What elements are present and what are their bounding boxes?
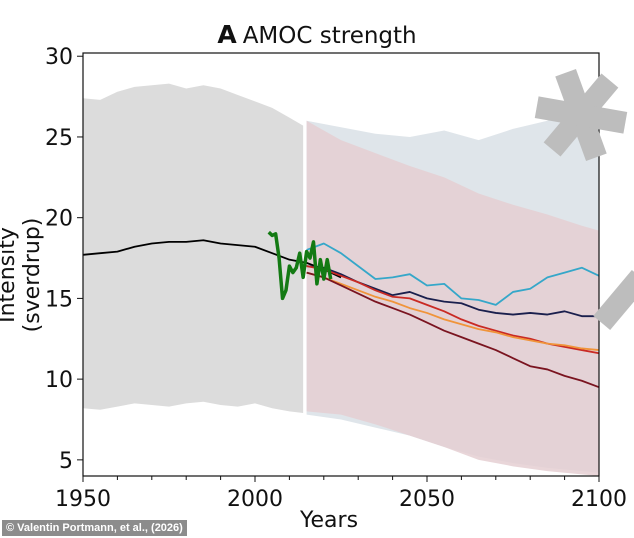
y-tick-label: 25 — [45, 126, 73, 151]
y-tick-label: 30 — [45, 45, 73, 70]
x-tick-label: 1950 — [55, 487, 111, 512]
plot-frame — [82, 52, 600, 477]
y-tick-label: 15 — [45, 287, 73, 312]
x-axis-label: Years — [300, 508, 359, 533]
watermark-asterisk — [534, 68, 634, 331]
y-tick-label: 20 — [45, 207, 73, 232]
uncertainty-bands — [83, 83, 599, 477]
series-lines — [82, 230, 600, 389]
x-tick-label: 2100 — [571, 487, 627, 512]
image-credit: © Valentin Portmann, et al., (2026) — [2, 520, 187, 536]
panel-letter: A — [217, 20, 237, 49]
series-line-5 — [306, 271, 600, 389]
title-text: AMOC strength — [242, 23, 417, 49]
uncertainty-band-2 — [306, 120, 599, 477]
series-line-1 — [306, 242, 600, 306]
chart-title: A AMOC strength — [0, 20, 634, 49]
uncertainty-band-0 — [83, 83, 304, 414]
y-tick-label: 5 — [59, 449, 73, 474]
x-tick-label: 2000 — [227, 487, 283, 512]
series-line-4 — [306, 271, 600, 351]
y-axis-label: Intensity (sverdrup) — [0, 217, 45, 333]
axis-ticks: 1950 2000 2050 2100 5 10 15 20 25 30 — [45, 45, 627, 512]
series-line-6 — [267, 230, 333, 301]
x-tick-label: 2050 — [399, 487, 455, 512]
y-tick-label: 10 — [45, 368, 73, 393]
